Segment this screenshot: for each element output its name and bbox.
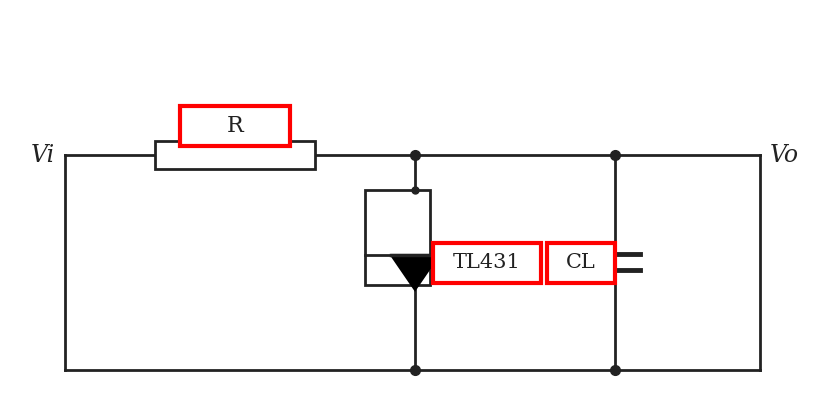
Text: R: R: [226, 115, 243, 137]
Text: CL: CL: [566, 253, 595, 272]
Text: TL431: TL431: [453, 253, 520, 272]
Bar: [155, 141, 315, 169]
Polygon shape: [391, 255, 439, 290]
Bar: [546, 243, 614, 283]
Bar: [364, 190, 430, 285]
Text: Vi: Vi: [31, 143, 55, 166]
Bar: [432, 243, 541, 283]
Bar: [180, 106, 290, 146]
Text: Vo: Vo: [769, 143, 798, 166]
